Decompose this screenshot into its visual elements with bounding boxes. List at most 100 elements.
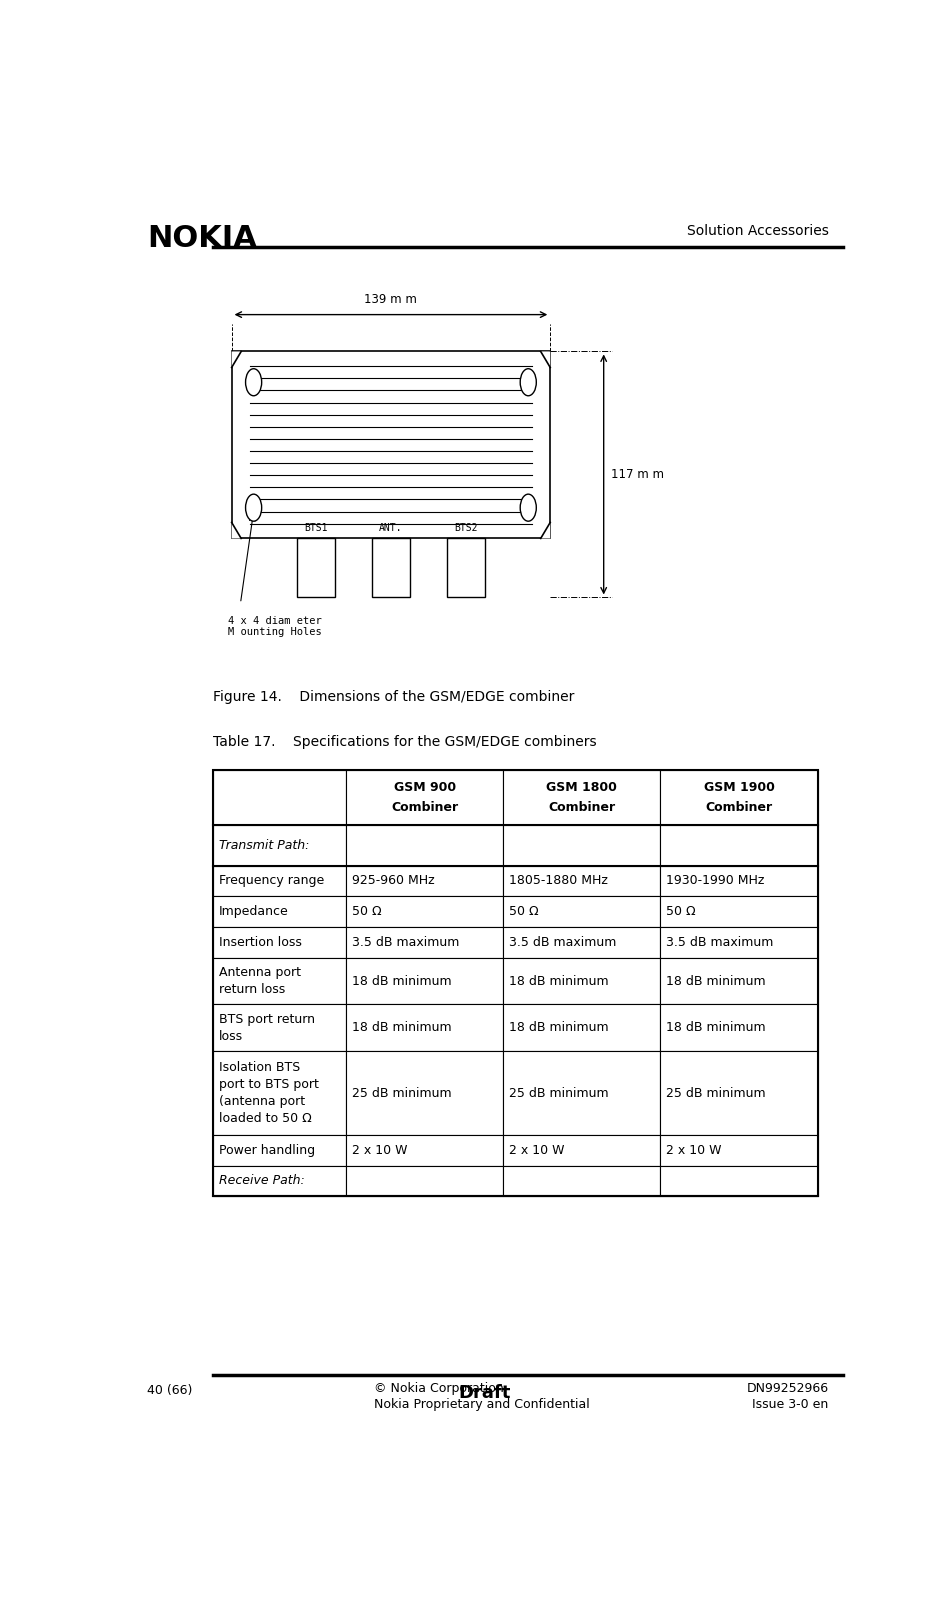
Text: Draft: Draft — [458, 1385, 510, 1402]
Polygon shape — [231, 351, 241, 367]
Bar — [660, 958, 817, 1005]
Bar — [503, 1005, 660, 1051]
Text: 40 (66): 40 (66) — [147, 1385, 193, 1397]
Text: Frequency range: Frequency range — [219, 875, 324, 888]
Bar — [660, 926, 817, 958]
Bar — [660, 770, 817, 826]
Bar — [213, 1166, 346, 1196]
Text: Combiner: Combiner — [704, 800, 772, 813]
Bar — [213, 896, 346, 926]
Bar — [346, 926, 503, 958]
Text: 1805-1880 MHz: 1805-1880 MHz — [509, 875, 607, 888]
Bar — [660, 826, 817, 866]
Text: 117 m m: 117 m m — [611, 468, 664, 481]
Text: GSM 900: GSM 900 — [394, 781, 455, 794]
Bar — [447, 538, 484, 597]
Bar — [660, 1051, 817, 1135]
Text: NOKIA: NOKIA — [147, 224, 257, 252]
Text: 18 dB minimum: 18 dB minimum — [352, 974, 451, 987]
Text: 25 dB minimum: 25 dB minimum — [509, 1086, 608, 1099]
Text: 3.5 dB maximum: 3.5 dB maximum — [666, 936, 773, 949]
Bar — [503, 1135, 660, 1166]
Text: 3.5 dB maximum: 3.5 dB maximum — [352, 936, 459, 949]
Bar — [346, 1005, 503, 1051]
Bar — [503, 866, 660, 896]
Bar — [503, 896, 660, 926]
Text: 25 dB minimum: 25 dB minimum — [666, 1086, 766, 1099]
Bar — [503, 926, 660, 958]
Bar — [213, 1051, 346, 1135]
Text: Isolation BTS: Isolation BTS — [219, 1060, 300, 1073]
Bar — [213, 866, 346, 896]
Bar — [660, 1166, 817, 1196]
Bar — [296, 538, 334, 597]
Text: loss: loss — [219, 1030, 243, 1043]
Text: Transmit Path:: Transmit Path: — [219, 838, 310, 851]
Bar — [503, 1051, 660, 1135]
Bar — [503, 770, 660, 826]
Text: BTS1: BTS1 — [304, 524, 328, 533]
Text: port to BTS port: port to BTS port — [219, 1078, 319, 1091]
Bar — [660, 896, 817, 926]
Text: Impedance: Impedance — [219, 905, 289, 918]
Circle shape — [519, 493, 536, 521]
Text: Table 17.    Specifications for the GSM/EDGE combiners: Table 17. Specifications for the GSM/EDG… — [213, 735, 597, 749]
Text: (antenna port: (antenna port — [219, 1096, 305, 1108]
Text: Power handling: Power handling — [219, 1143, 315, 1156]
Bar — [346, 866, 503, 896]
Text: 18 dB minimum: 18 dB minimum — [666, 974, 766, 987]
Text: 18 dB minimum: 18 dB minimum — [666, 1022, 766, 1035]
Text: Antenna port: Antenna port — [219, 966, 301, 979]
Circle shape — [245, 369, 261, 396]
Bar — [503, 1166, 660, 1196]
Text: return loss: return loss — [219, 984, 285, 997]
Text: Figure 14.    Dimensions of the GSM/EDGE combiner: Figure 14. Dimensions of the GSM/EDGE co… — [213, 690, 574, 704]
Text: 1930-1990 MHz: 1930-1990 MHz — [666, 875, 764, 888]
Text: Insertion loss: Insertion loss — [219, 936, 302, 949]
Bar — [503, 826, 660, 866]
Bar — [213, 770, 346, 826]
Bar — [660, 866, 817, 896]
Text: 18 dB minimum: 18 dB minimum — [509, 1022, 608, 1035]
Bar — [346, 770, 503, 826]
Bar — [346, 1051, 503, 1135]
Text: 2 x 10 W: 2 x 10 W — [352, 1143, 407, 1156]
Text: Solution Accessories: Solution Accessories — [686, 224, 828, 238]
Circle shape — [245, 493, 261, 521]
Bar — [346, 826, 503, 866]
Text: 18 dB minimum: 18 dB minimum — [509, 974, 608, 987]
Text: GSM 1900: GSM 1900 — [703, 781, 774, 794]
Bar — [372, 538, 410, 597]
Text: 25 dB minimum: 25 dB minimum — [352, 1086, 451, 1099]
Bar — [213, 826, 346, 866]
Polygon shape — [231, 522, 241, 538]
Text: Combiner: Combiner — [391, 800, 458, 813]
Text: © Nokia Corporation: © Nokia Corporation — [374, 1381, 504, 1396]
Text: loaded to 50 Ω: loaded to 50 Ω — [219, 1113, 312, 1126]
Text: Receive Path:: Receive Path: — [219, 1174, 305, 1188]
Bar — [213, 1005, 346, 1051]
Text: Nokia Proprietary and Confidential: Nokia Proprietary and Confidential — [374, 1397, 590, 1412]
Bar — [346, 1166, 503, 1196]
Text: 3.5 dB maximum: 3.5 dB maximum — [509, 936, 615, 949]
Text: 139 m m: 139 m m — [364, 292, 417, 307]
Bar — [213, 958, 346, 1005]
Bar — [346, 958, 503, 1005]
Text: 50 Ω: 50 Ω — [666, 905, 695, 918]
Bar — [213, 1135, 346, 1166]
Bar — [213, 926, 346, 958]
Text: 4 x 4 diam eter
M ounting Holes: 4 x 4 diam eter M ounting Holes — [228, 616, 321, 637]
Text: BTS port return: BTS port return — [219, 1012, 315, 1025]
Text: 18 dB minimum: 18 dB minimum — [352, 1022, 451, 1035]
Text: BTS2: BTS2 — [454, 524, 478, 533]
Polygon shape — [540, 522, 549, 538]
Text: 50 Ω: 50 Ω — [509, 905, 538, 918]
Text: 2 x 10 W: 2 x 10 W — [666, 1143, 721, 1156]
Bar — [213, 770, 817, 1196]
Circle shape — [519, 369, 536, 396]
Text: Combiner: Combiner — [548, 800, 615, 813]
Text: 925-960 MHz: 925-960 MHz — [352, 875, 434, 888]
Bar — [660, 1135, 817, 1166]
Bar — [346, 1135, 503, 1166]
Bar — [346, 896, 503, 926]
